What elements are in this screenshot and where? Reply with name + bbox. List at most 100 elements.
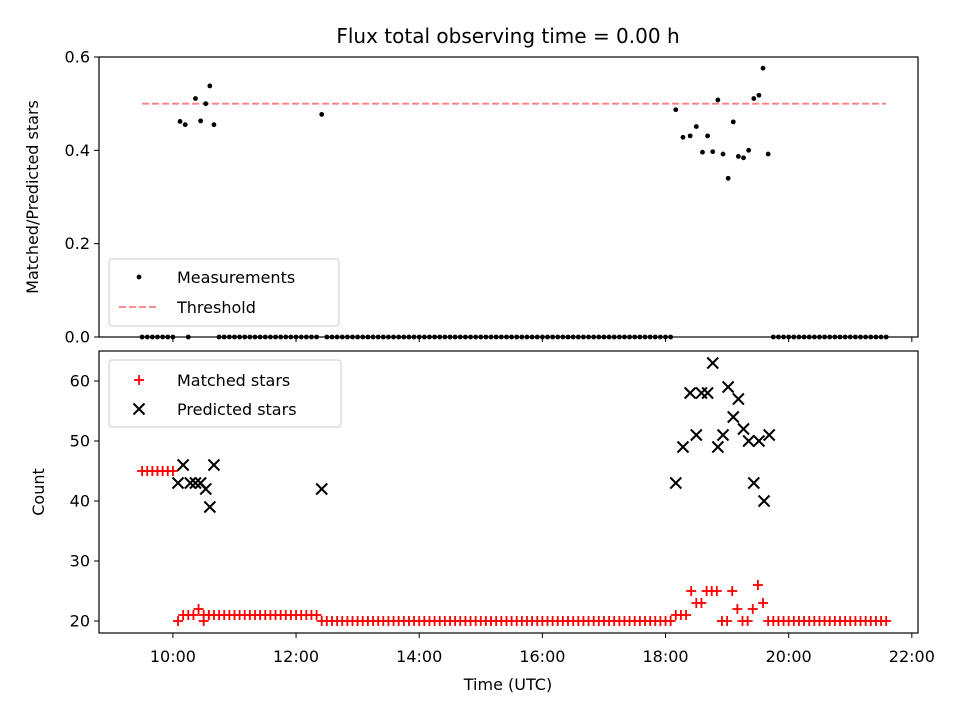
y-tick-label: 0.4	[65, 141, 90, 160]
bottom-y-axis-label: Count	[29, 468, 48, 516]
top-legend-box	[108, 258, 340, 327]
matched-star-point	[203, 610, 214, 620]
matched-star-point	[758, 598, 769, 608]
measurement-point	[705, 133, 711, 139]
predicted-star-point	[711, 440, 725, 454]
bottom-legend: Matched stars Predicted stars	[108, 359, 342, 428]
x-tick-label: 12:00	[273, 647, 319, 666]
bottom-x-axis: 10:00 12:00 14:00 16:00 18:00 20:00 22:00	[150, 633, 935, 666]
x-axis-label: Time (UTC)	[463, 675, 552, 694]
x-tick-label: 16:00	[519, 647, 565, 666]
x-tick-label: 22:00	[889, 647, 935, 666]
y-tick-label: 0.6	[65, 48, 90, 67]
predicted-star-point	[690, 428, 703, 442]
y-tick-label: 0.0	[65, 328, 90, 347]
predicted-star-point	[747, 476, 760, 490]
matched-star-point	[193, 604, 204, 614]
legend-matched-marker	[134, 375, 144, 385]
predicted-star-point	[706, 356, 719, 370]
measurement-point	[177, 119, 183, 124]
matched-star-point	[311, 610, 322, 620]
measurement-point	[735, 154, 741, 159]
top-plot-frame	[98, 56, 919, 338]
measurement-point	[730, 119, 736, 125]
top-legend: Measurements Threshold	[108, 258, 340, 327]
predicted-star-point	[732, 392, 745, 406]
top-plot: 0.0 0.2 0.4 0.6 Matched/Predicted stars Mea…	[23, 48, 919, 347]
predicted-star-point	[203, 500, 217, 514]
predicted-star-point	[757, 494, 771, 508]
legend-measurements-marker	[136, 274, 142, 280]
measurement-point	[211, 122, 217, 128]
matched-star-point	[198, 616, 209, 626]
measurement-point	[720, 151, 726, 157]
matched-star-point	[747, 604, 758, 614]
matched-star-point	[665, 616, 676, 626]
measurement-point	[207, 83, 213, 89]
predicted-star-point	[315, 482, 328, 496]
x-tick-label: 18:00	[642, 647, 688, 666]
bottom-plot-frame	[98, 350, 919, 634]
measurement-point	[673, 107, 679, 113]
measurement-point	[687, 133, 693, 139]
predicted-star-point	[676, 440, 690, 454]
predicted-star-point	[737, 422, 750, 436]
measurement-point	[741, 155, 746, 161]
matched-star-point	[681, 610, 692, 620]
matched-star-point	[881, 616, 892, 626]
matched-star-point	[722, 616, 733, 626]
predicted-star-point	[184, 476, 197, 490]
measurement-point	[203, 101, 209, 107]
predicted-star-point	[176, 458, 190, 472]
predicted-star-point	[742, 434, 755, 448]
matched-star-point	[742, 616, 753, 626]
measurement-point	[182, 122, 188, 128]
measurement-point	[756, 92, 762, 98]
bottom-legend-box	[108, 359, 342, 428]
predicted-star-point	[171, 476, 185, 490]
bottom-plot-marks	[137, 356, 892, 626]
legend-predicted-label: Predicted stars	[177, 400, 297, 419]
matched-star-point	[188, 610, 199, 620]
measurement-point	[760, 65, 766, 71]
matched-star-point	[727, 586, 738, 596]
predicted-star-point	[701, 386, 714, 400]
y-tick-label: 50	[70, 432, 90, 451]
matched-star-point	[711, 586, 722, 596]
predicted-star-point	[727, 410, 740, 424]
predicted-star-point	[683, 386, 697, 400]
top-x-axis	[172, 337, 913, 342]
measurement-point	[319, 112, 325, 117]
matched-star-point	[696, 598, 707, 608]
measurement-point	[725, 175, 731, 181]
measurement-point	[715, 97, 721, 103]
measurement-point	[700, 149, 705, 155]
predicted-star-point	[752, 434, 766, 448]
top-y-axis-label: Matched/Predicted stars	[23, 100, 42, 294]
matched-star-point	[752, 580, 763, 590]
predicted-star-point	[716, 428, 730, 442]
predicted-star-point	[199, 482, 212, 496]
measurement-point	[751, 96, 757, 101]
y-tick-label: 40	[70, 492, 90, 511]
matched-star-point	[732, 604, 743, 614]
predicted-star-point	[721, 380, 735, 394]
y-tick-label: 60	[70, 372, 90, 391]
matched-star-point	[167, 466, 178, 476]
measurement-point	[680, 134, 686, 140]
predicted-star-point	[669, 476, 682, 490]
legend-predicted-marker	[132, 402, 146, 416]
measurement-point	[746, 147, 752, 153]
predicted-star-point	[762, 428, 776, 442]
bottom-plot: 20 30 40 50 60 10:00 12:00 14:00 16:00 18:00 20:0…	[29, 350, 935, 694]
measurement-point	[193, 96, 198, 101]
measurement-point	[710, 149, 716, 155]
x-tick-label: 10:00	[150, 647, 196, 666]
legend-matched-label: Matched stars	[177, 371, 290, 390]
y-tick-label: 30	[70, 552, 90, 571]
y-tick-label: 20	[70, 612, 90, 631]
bottom-y-axis: 20 30 40 50 60	[70, 372, 99, 631]
measurement-point	[765, 151, 771, 157]
top-y-axis: 0.0 0.2 0.4 0.6	[65, 48, 99, 347]
